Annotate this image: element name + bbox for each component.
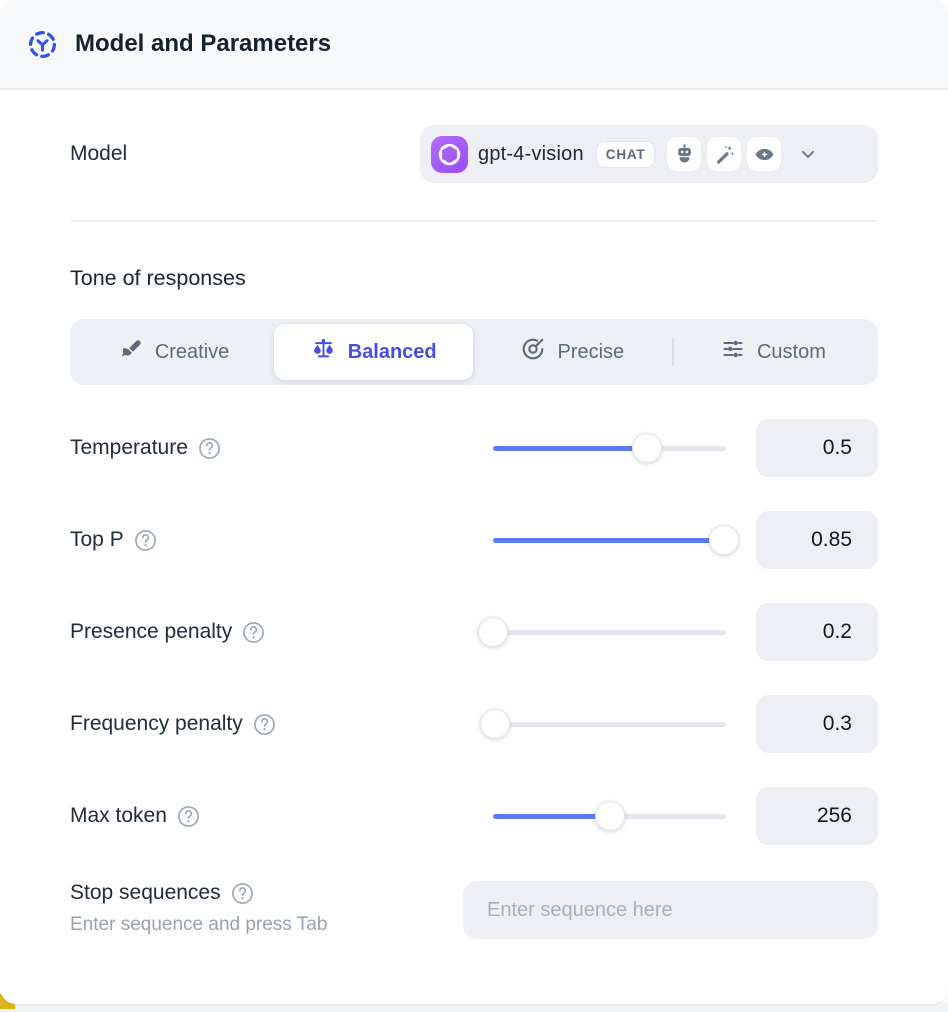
max-token-label: Max token: [70, 804, 462, 828]
top-p-slider[interactable]: [493, 525, 739, 555]
selected-model-name: gpt-4-vision: [478, 142, 584, 165]
tone-option-label: Precise: [557, 340, 625, 363]
frequency-penalty-value[interactable]: 0.3: [756, 695, 878, 753]
stop-sequences-hint: Enter sequence and press Tab: [70, 914, 328, 935]
balance-scale-icon: [311, 337, 336, 368]
help-icon[interactable]: [242, 621, 265, 644]
stop-sequences-labels: Stop sequences Enter sequence and press …: [70, 881, 463, 936]
model-select-dropdown[interactable]: gpt-4-vision CHAT: [420, 125, 878, 183]
tone-option-label: Custom: [756, 340, 826, 363]
slider-fill: [493, 446, 647, 451]
temperature-label: Temperature: [70, 436, 462, 460]
help-icon[interactable]: [134, 529, 157, 552]
stop-sequences-label: Stop sequences: [70, 881, 463, 905]
vision-eye-icon[interactable]: [747, 137, 782, 171]
slider-thumb[interactable]: [594, 801, 625, 831]
robot-icon[interactable]: [667, 137, 702, 171]
model-hub-icon: [27, 29, 58, 60]
chevron-down-icon: [798, 144, 818, 164]
target-icon: [521, 337, 545, 367]
tone-option-creative[interactable]: Creative: [75, 324, 274, 380]
panel-title: Model and Parameters: [75, 30, 332, 57]
frequency-penalty-slider[interactable]: [480, 709, 726, 739]
presence-penalty-label: Presence penalty: [70, 620, 462, 644]
help-icon[interactable]: [253, 713, 276, 736]
param-row-temperature: Temperature 0.5: [70, 419, 878, 477]
help-icon[interactable]: [231, 882, 254, 905]
chat-mode-badge: CHAT: [595, 140, 656, 168]
stop-sequence-input[interactable]: [463, 881, 878, 939]
tone-option-label: Balanced: [347, 340, 437, 363]
tone-option-label: Creative: [154, 340, 230, 363]
tone-option-precise[interactable]: Precise: [473, 324, 672, 380]
slider-track[interactable]: [493, 722, 726, 727]
section-divider: [70, 220, 878, 222]
param-row-top-p: Top P 0.85: [70, 511, 878, 569]
top-p-label: Top P: [70, 528, 462, 552]
presence-penalty-slider[interactable]: [478, 617, 726, 647]
param-row-frequency-penalty: Frequency penalty 0.3: [70, 695, 878, 753]
slider-thumb[interactable]: [631, 433, 662, 463]
magic-wand-icon[interactable]: [707, 137, 742, 171]
param-row-max-token: Max token 256: [70, 787, 878, 845]
page-background-strip: [0, 1002, 948, 1012]
panel-header: Model and Parameters: [0, 0, 948, 90]
tone-segmented-control: Creative Balanced: [70, 319, 878, 385]
slider-track[interactable]: [493, 630, 726, 635]
max-token-slider[interactable]: [493, 801, 726, 831]
model-label: Model: [70, 142, 128, 165]
frequency-penalty-label: Frequency penalty: [70, 712, 462, 736]
model-row: Model gpt-4-vision CHAT: [70, 125, 878, 183]
slider-fill: [493, 814, 610, 819]
segment-divider: [672, 338, 674, 366]
slider-fill: [493, 538, 724, 543]
brush-icon: [120, 338, 143, 367]
temperature-slider[interactable]: [493, 433, 726, 463]
temperature-value[interactable]: 0.5: [756, 419, 878, 477]
slider-thumb[interactable]: [480, 709, 511, 739]
max-token-value[interactable]: 256: [756, 787, 878, 845]
help-icon[interactable]: [177, 805, 200, 828]
tone-heading: Tone of responses: [70, 266, 246, 290]
sliders-icon: [721, 337, 745, 367]
param-row-presence-penalty: Presence penalty 0.2: [70, 603, 878, 661]
tone-option-custom[interactable]: Custom: [674, 324, 873, 380]
presence-penalty-value[interactable]: 0.2: [756, 603, 878, 661]
slider-thumb[interactable]: [478, 617, 508, 647]
help-icon[interactable]: [198, 437, 221, 460]
tone-option-balanced[interactable]: Balanced: [274, 324, 474, 380]
stop-sequences-row: Stop sequences Enter sequence and press …: [70, 881, 878, 939]
top-p-value[interactable]: 0.85: [756, 511, 878, 569]
capability-icons: [667, 137, 782, 171]
openai-logo-icon: [431, 135, 468, 173]
slider-thumb[interactable]: [708, 525, 739, 555]
